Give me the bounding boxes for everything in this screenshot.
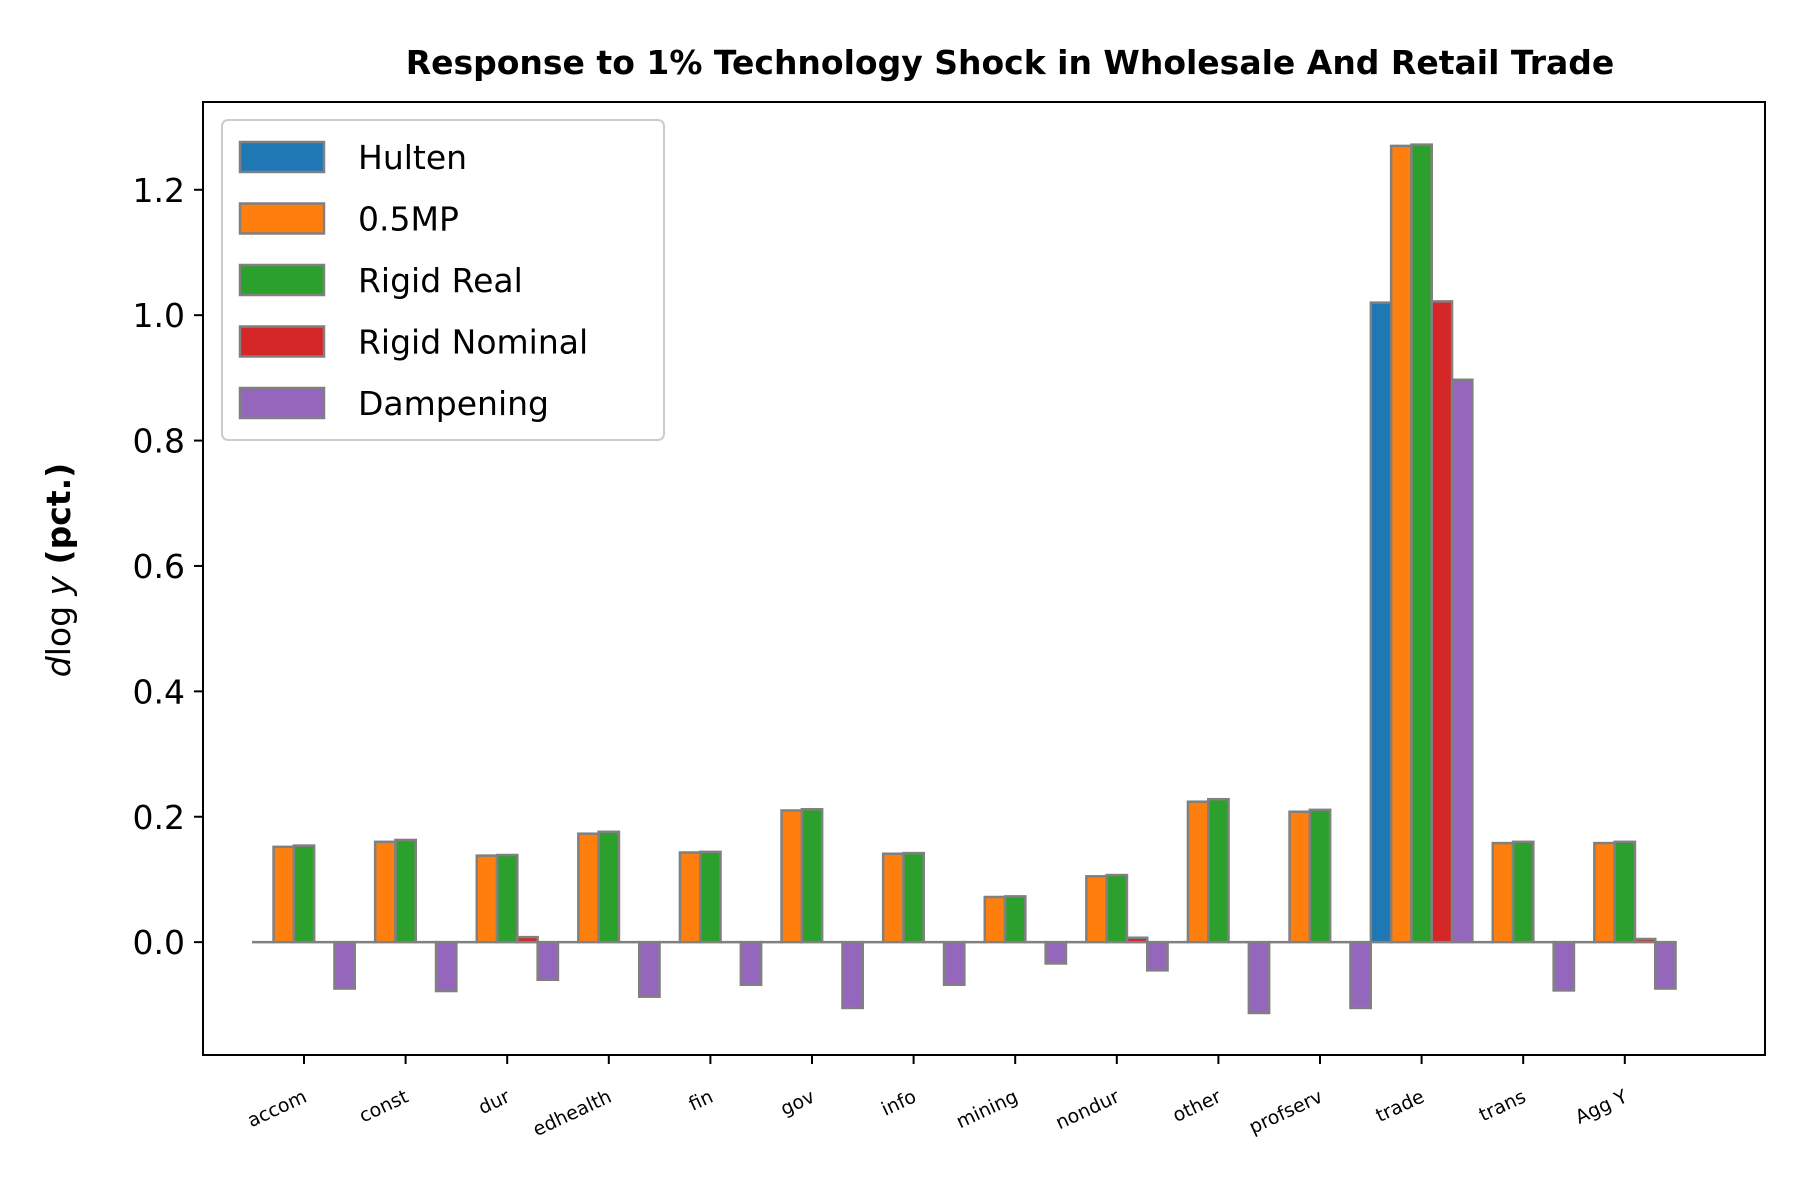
bar-rigid-nominal-agg-y — [1633, 937, 1657, 944]
bar-0-5mp-profserv — [1288, 810, 1312, 944]
y-axis-label-log: log — [39, 595, 78, 656]
y-tick-label: 0.0 — [133, 923, 185, 962]
bar-dampening-trade — [1450, 378, 1474, 944]
legend-label-rigid-nominal: Rigid Nominal — [358, 323, 588, 362]
legend: Hulten 0.5MP Rigid Real Rigid Nominal Dampen… — [221, 119, 665, 441]
bar-rigid-real-const — [394, 838, 418, 944]
legend-swatch-0-5mp — [238, 202, 326, 235]
bar-rigid-real-gov — [800, 807, 824, 944]
x-tick-label-edhealth: edhealth — [530, 1086, 615, 1141]
bar-dampening-fin — [739, 940, 763, 987]
bar-rigid-real-mining — [1003, 895, 1027, 944]
x-axis-ticks: accom const dur edhealth fin gov info mining non… — [244, 1055, 1631, 1141]
y-axis-label-d: d — [39, 655, 78, 677]
legend-swatch-rigid-real — [238, 263, 326, 297]
legend-swatch-hulten — [238, 140, 326, 174]
bar-dampening-profserv — [1349, 940, 1372, 1010]
bar-rigid-real-trade — [1410, 143, 1433, 944]
x-tick-label-dur: dur — [475, 1086, 513, 1120]
y-tick-label: 0.8 — [133, 422, 185, 461]
y-axis-ticks: 0.0 0.2 0.4 0.6 0.8 1.0 1.2 — [133, 171, 203, 962]
x-tick-label-accom: accom — [244, 1086, 310, 1132]
bars-layer — [252, 143, 1677, 1015]
x-tick-label-info: info — [878, 1086, 920, 1121]
x-tick-label-const: const — [356, 1086, 412, 1128]
bar-0-5mp-nondur — [1085, 875, 1108, 944]
bar-0-5mp-trans — [1491, 841, 1515, 944]
bar-rigid-nominal-dur — [516, 935, 539, 944]
x-tick-label-fin: fin — [685, 1086, 716, 1116]
legend-frame — [221, 119, 665, 441]
bar-rigid-real-nondur — [1105, 873, 1129, 944]
bar-dampening-info — [942, 940, 966, 987]
bar-rigid-nominal-nondur — [1125, 936, 1149, 944]
bar-rigid-real-accom — [292, 844, 316, 944]
bar-rigid-real-agg-y — [1613, 840, 1637, 944]
y-tick-label: 0.4 — [133, 672, 185, 711]
bar-rigid-real-info — [902, 851, 926, 944]
x-tick-label-mining: mining — [953, 1086, 1021, 1134]
bar-rigid-real-fin — [699, 850, 722, 944]
x-tick-label-trade: trade — [1373, 1086, 1428, 1127]
plot-frame — [202, 101, 1766, 1056]
y-axis-label-var: y — [39, 575, 78, 596]
bar-0-5mp-info — [881, 852, 905, 944]
bar-dampening-nondur — [1146, 940, 1169, 972]
legend-label-dampening: Dampening — [358, 384, 549, 423]
bar-0-5mp-dur — [475, 854, 499, 944]
bar-rigid-real-trans — [1511, 840, 1535, 944]
svg-text:dlog y (pct.): dlog y (pct.) — [39, 463, 78, 677]
bar-dampening-agg-y — [1654, 940, 1677, 990]
bar-dampening-trans — [1552, 940, 1576, 992]
bar-dampening-dur — [536, 940, 560, 982]
x-tick-label-profserv: profserv — [1246, 1086, 1326, 1139]
chart-title: Response to 1% Technology Shock in Whole… — [406, 43, 1615, 82]
bar-rigid-real-edhealth — [597, 830, 621, 944]
bar-dampening-const — [434, 940, 458, 993]
bar-dampening-mining — [1044, 940, 1068, 965]
x-tick-label-other: other — [1169, 1086, 1224, 1127]
x-tick-label-gov: gov — [777, 1086, 818, 1121]
bar-dampening-gov — [841, 940, 865, 1010]
legend-label-rigid-real: Rigid Real — [358, 261, 523, 300]
bar-0-5mp-edhealth — [577, 832, 600, 944]
bar-0-5mp-accom — [272, 845, 296, 944]
legend-swatch-dampening — [238, 386, 326, 420]
y-tick-label: 0.2 — [133, 798, 185, 837]
x-tick-label-nondur: nondur — [1052, 1086, 1123, 1135]
y-tick-label: 1.2 — [133, 171, 185, 210]
bar-rigid-real-other — [1207, 797, 1230, 944]
bar-hulten-trade — [1369, 301, 1393, 944]
x-tick-label-trans: trans — [1476, 1086, 1530, 1127]
bar-0-5mp-gov — [780, 809, 804, 944]
legend-label-0-5mp: 0.5MP — [358, 200, 459, 239]
bar-dampening-edhealth — [638, 940, 661, 998]
y-tick-label: 0.6 — [133, 547, 185, 586]
bar-rigid-real-dur — [495, 853, 519, 944]
bar-rigid-nominal-trade — [1430, 300, 1454, 944]
bar-0-5mp-other — [1186, 800, 1210, 944]
bar-0-5mp-trade — [1389, 144, 1413, 944]
bar-0-5mp-const — [373, 840, 397, 944]
legend-swatch-rigid-nominal — [238, 325, 326, 358]
y-tick-label: 1.0 — [133, 296, 185, 335]
bar-0-5mp-mining — [983, 895, 1007, 944]
bar-0-5mp-fin — [678, 851, 702, 944]
legend-label-hulten: Hulten — [358, 138, 467, 177]
y-axis-label: dlog y (pct.) — [39, 463, 78, 677]
bar-rigid-real-profserv — [1308, 808, 1332, 944]
x-tick-label-agg-y: Agg Y — [1572, 1085, 1631, 1128]
bar-dampening-other — [1247, 940, 1271, 1015]
bar-dampening-accom — [333, 940, 357, 990]
y-axis-label-unit: (pct.) — [39, 463, 78, 576]
bar-0-5mp-agg-y — [1593, 841, 1616, 944]
